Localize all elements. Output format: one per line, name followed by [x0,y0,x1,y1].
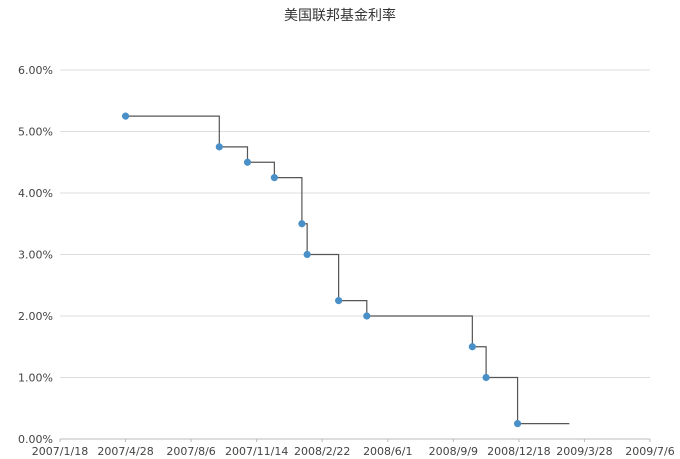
y-tick-label: 0.00% [18,433,53,446]
grid-lines [60,69,650,440]
data-point [363,312,371,320]
data-point [298,220,306,228]
x-tick-label: 2009/7/6 [625,445,674,458]
tick-labels: 0.00% 1.00% 2.00% 3.00% 4.00% 5.00% 6.00% 2007/… [18,64,675,458]
x-tick-label: 2007/4/28 [97,445,153,458]
x-tick-label: 2007/1/18 [32,445,88,458]
series-line-layer [125,115,570,425]
data-point [121,112,130,120]
x-tick-label: 2008/6/1 [363,445,412,458]
data-point [513,420,522,428]
data-point [468,343,476,351]
x-tick-label: 2009/3/28 [556,445,612,458]
x-tick-label: 2007/11/14 [225,445,288,458]
x-tick-label: 2007/8/6 [166,445,215,458]
data-point [335,297,343,305]
data-points [121,112,522,428]
y-tick-label: 5.00% [18,126,53,139]
x-tick-label: 2008/12/18 [487,445,550,458]
chart-title: 美国联邦基金利率 [284,8,396,24]
data-point [270,174,278,182]
data-point [482,373,490,382]
series-line [125,115,570,425]
axes [59,439,651,442]
y-tick-label: 6.00% [18,64,53,77]
data-point [215,143,223,151]
y-tick-label: 2.00% [18,310,53,323]
y-tick-label: 4.00% [18,187,53,200]
y-tick-label: 1.00% [18,372,53,385]
data-point [243,158,252,166]
data-point [303,250,311,259]
x-tick-label: 2008/9/9 [429,445,478,458]
y-tick-label: 3.00% [18,249,53,262]
x-tick-label: 2008/2/22 [294,445,350,458]
